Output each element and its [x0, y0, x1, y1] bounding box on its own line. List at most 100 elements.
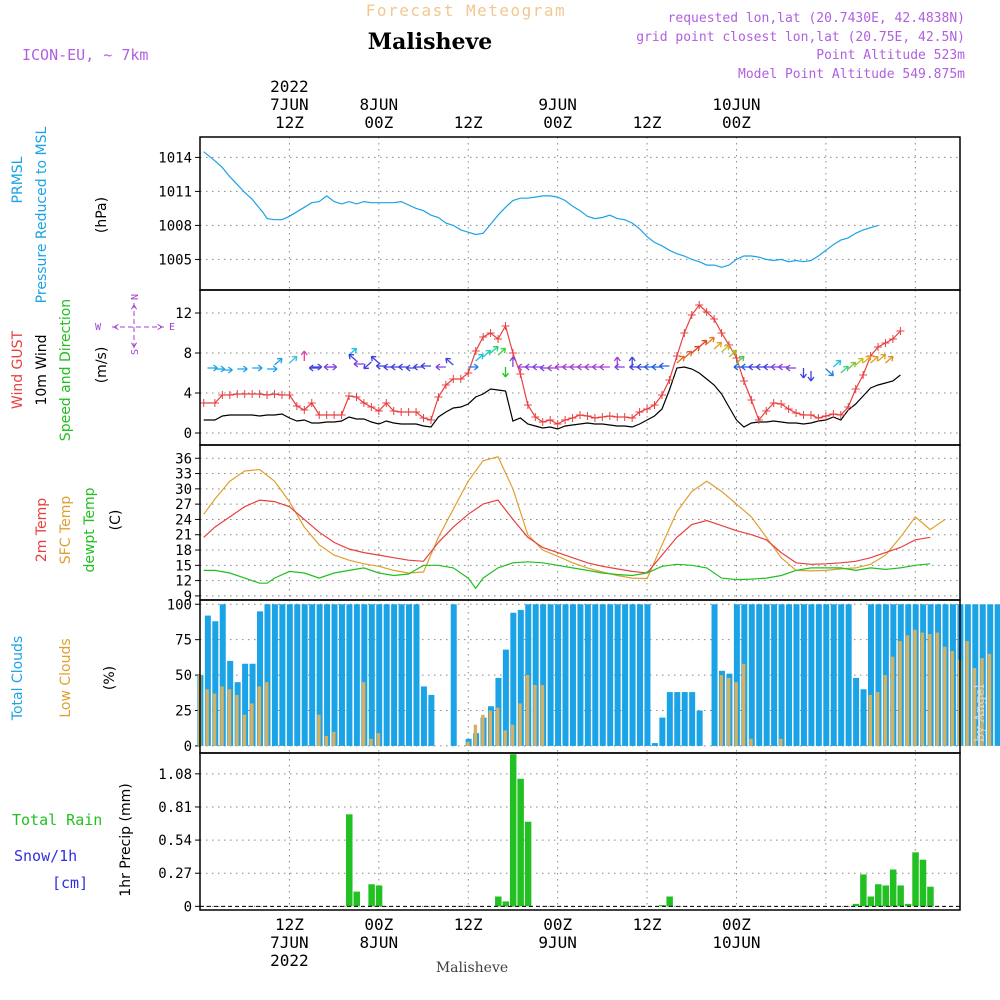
wind-gust-marker: [300, 406, 309, 414]
wind-gust-marker: [233, 390, 242, 398]
low-clouds-label: Low Clouds: [58, 638, 74, 717]
wind-gust-marker: [225, 391, 234, 399]
top-time-label: 12Z: [275, 113, 304, 132]
low-cloud-bar: [518, 703, 522, 746]
total-cloud-bar: [502, 649, 509, 746]
clouds-panel: 0 25 50 75 100 Total Clouds Low Clouds (%): [10, 597, 1000, 755]
bottom-time-label: 7JUN: [270, 933, 309, 952]
low-cloud-bar: [972, 668, 977, 746]
wind-gust-marker: [784, 405, 793, 413]
top-time-label: 00Z: [543, 113, 572, 132]
wind-gust-marker: [352, 393, 361, 401]
wind-direction-arrow: [370, 355, 380, 364]
total-cloud-bar: [383, 604, 390, 746]
wind-direction-arrow: [323, 363, 335, 371]
total-cloud-bar: [391, 604, 398, 746]
signature-watermark: by Angel: [973, 684, 988, 742]
y-tick-label: 25: [175, 704, 192, 720]
grid-point-location: grid point closest lon,lat (20.75E, 42.5…: [636, 30, 965, 45]
total-cloud-bar: [420, 686, 427, 746]
total-cloud-bar: [271, 604, 278, 746]
total-cloud-bar: [510, 612, 517, 746]
sfc-temp-label: SFC Temp: [58, 496, 74, 565]
wind-gust-marker: [337, 411, 346, 419]
wind-direction-arrow: [799, 368, 808, 379]
rain-bar: [897, 885, 904, 907]
wind-gust-marker: [404, 408, 413, 416]
rain-bar: [666, 896, 673, 907]
wind-speed-line: [203, 366, 901, 430]
low-cloud-bar: [727, 677, 731, 746]
y-tick-label: 1014: [158, 150, 192, 166]
wind-direction-arrow: [599, 363, 610, 371]
wind-direction-arrow: [497, 347, 507, 356]
low-cloud-bar: [525, 675, 530, 746]
footer-station: Malisheve: [436, 960, 508, 976]
low-cloud-bar: [332, 731, 336, 746]
total-cloud-bar: [219, 604, 226, 746]
low-cloud-bar: [883, 675, 887, 746]
wind-gust-marker: [680, 329, 689, 337]
wind-gust-marker: [598, 413, 607, 421]
wind-direction-arrow: [691, 345, 700, 354]
total-cloud-bar: [853, 677, 860, 746]
wind-gust-marker: [240, 390, 249, 398]
wind-gust-marker: [277, 391, 286, 399]
wind-direction-arrow: [274, 357, 283, 366]
total-cloud-bar: [301, 604, 308, 746]
wind-gust-marker: [777, 400, 786, 408]
wind-panel: 0 4 8 12 Wind GUST 10m Wind Speed and Directio…: [10, 289, 961, 446]
pressure-line: [203, 151, 879, 268]
low-cloud-bar: [950, 651, 954, 746]
low-cloud-bar: [913, 629, 917, 746]
total-cloud-bar: [696, 710, 703, 746]
low-cloud-bar: [510, 724, 515, 746]
wind-direction-arrow: [435, 363, 446, 371]
rain-bar: [517, 778, 524, 907]
total-cloud-bar: [674, 692, 681, 746]
bottom-time-label: 10JUN: [712, 933, 760, 952]
total-cloud-bar: [562, 604, 569, 746]
wind-gust-marker: [702, 308, 711, 316]
rain-bar: [353, 891, 360, 907]
low-cloud-bar: [533, 685, 537, 746]
low-cloud-bar: [928, 634, 932, 746]
top-time-label: 12Z: [454, 113, 483, 132]
rain-bar: [375, 885, 383, 907]
wind-gust-marker: [270, 390, 279, 398]
total-cloud-bar: [793, 604, 800, 746]
y-tick-label: 21: [175, 528, 192, 544]
y-tick-label: 30: [175, 482, 192, 498]
total-cloud-bar: [733, 604, 740, 746]
wind-direction-arrow: [736, 355, 745, 364]
wind-gust-marker: [367, 403, 376, 411]
total-cloud-bar: [666, 692, 673, 746]
wind-speed-label: 10m Wind: [34, 334, 50, 405]
total-cloud-bar: [204, 615, 211, 746]
wind-gust-marker: [441, 381, 450, 389]
low-cloud-bar: [376, 733, 381, 746]
wind-direction-arrow: [267, 365, 278, 373]
wind-unit-label: (m/s): [94, 347, 110, 384]
y-tick-label: 0.81: [158, 800, 192, 816]
wind-gust-marker: [844, 403, 853, 411]
wind-direction-arrow: [832, 359, 842, 368]
wind-direction-arrow: [713, 341, 723, 350]
total-cloud-bar: [212, 621, 219, 746]
total-cloud-bar: [875, 604, 882, 746]
bottom-time-label: 00Z: [722, 915, 751, 934]
wind-gust-marker: [568, 414, 577, 422]
y-tick-label: 0: [184, 426, 192, 442]
low-cloud-bar: [719, 675, 723, 746]
wind-gust-marker: [389, 407, 398, 415]
total-cloud-bar: [756, 604, 763, 746]
wind-gust-marker: [836, 411, 845, 419]
sfc-temp-line: [203, 455, 946, 580]
wind-gust-marker: [434, 393, 443, 401]
snow-label: Snow/1h: [14, 847, 77, 865]
total-cloud-bar: [681, 692, 688, 746]
low-cloud-bar: [943, 646, 947, 746]
y-tick-label: 1008: [158, 218, 192, 234]
